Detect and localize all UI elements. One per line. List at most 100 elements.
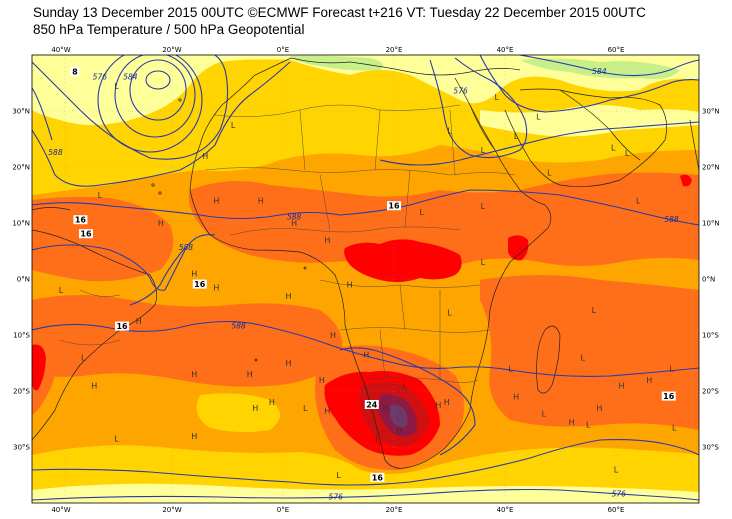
lat-label-right: 0°N xyxy=(702,276,715,284)
high-pressure-mark: H xyxy=(158,219,164,228)
coastlines xyxy=(32,57,699,469)
high-pressure-mark: H xyxy=(213,197,219,206)
high-pressure-mark: H xyxy=(619,381,625,390)
axis-labels: 40°W 40°W 20°W 20°W 0°E 0°E 20°E 20°E 40°E 40°E 60… xyxy=(12,46,719,514)
geopotential-label: 576 xyxy=(453,86,468,95)
low-pressure-mark: L xyxy=(547,169,552,178)
lat-label-right: 30°S xyxy=(702,444,719,452)
lon-label-top: 40°E xyxy=(497,46,514,54)
lon-label-bottom: 40°E xyxy=(497,506,514,514)
lon-label-top: 40°W xyxy=(51,46,70,54)
geopotential-label: 576 xyxy=(93,72,108,81)
low-pressure-mark: L xyxy=(375,435,380,444)
low-pressure-mark: L xyxy=(672,423,677,432)
geopotential-label: 576 xyxy=(329,492,344,501)
high-pressure-mark: H xyxy=(646,376,652,385)
temperature-label-bg xyxy=(70,66,80,76)
lon-label-bottom: 0°E xyxy=(277,506,289,514)
lon-label-top: 60°E xyxy=(608,46,625,54)
low-pressure-mark: L xyxy=(98,191,103,200)
high-pressure-mark: H xyxy=(269,398,275,407)
lat-label-right: 20°N xyxy=(702,164,720,172)
temperature-label: 16 xyxy=(194,280,206,289)
high-pressure-mark: H xyxy=(319,376,325,385)
low-pressure-mark: L xyxy=(25,241,30,250)
lat-label-left: 10°S xyxy=(13,332,30,340)
temperature-label: 24 xyxy=(366,401,378,410)
high-pressure-mark: H xyxy=(569,418,575,427)
high-pressure-mark: H xyxy=(435,401,441,410)
high-pressure-mark: H xyxy=(191,432,197,441)
geopotential-contours xyxy=(32,55,699,501)
lat-label-left: 20°S xyxy=(13,388,30,396)
low-pressure-mark: L xyxy=(59,286,64,295)
temperature-labels: 8 16 16 16 16 16 16 16 24 xyxy=(70,66,676,482)
high-pressure-mark: H xyxy=(596,404,602,413)
high-pressure-mark: H xyxy=(291,219,297,228)
lat-label-right: 20°S xyxy=(702,388,719,396)
temperature-band-24-sahel xyxy=(188,172,699,267)
high-pressure-mark: H xyxy=(191,269,197,278)
lon-label-top: 20°E xyxy=(386,46,403,54)
lat-label-left: 30°N xyxy=(12,108,30,116)
high-pressure-mark: H xyxy=(286,292,292,301)
low-pressure-mark: L xyxy=(81,353,86,362)
temperature-label-bg xyxy=(73,215,88,225)
low-pressure-mark: L xyxy=(611,143,616,152)
temperature-label: 16 xyxy=(116,322,128,331)
high-pressure-mark: H xyxy=(191,370,197,379)
pressure-centres: LLLLLLLLLLLLLLLLLLLLLLLLLLLLLLLLHHHHHHHH… xyxy=(25,82,677,480)
low-pressure-mark: L xyxy=(114,82,119,91)
lat-label-right: 30°N xyxy=(702,108,720,116)
low-pressure-mark: L xyxy=(542,409,547,418)
geopotential-label: 588 xyxy=(179,243,194,252)
low-pressure-mark: L xyxy=(336,471,341,480)
temperature-band-28-brazil xyxy=(32,344,46,391)
low-pressure-mark: L xyxy=(114,435,119,444)
high-pressure-mark: H xyxy=(286,359,292,368)
high-pressure-mark: H xyxy=(91,381,97,390)
temperature-band-12-south xyxy=(32,483,699,503)
low-pressure-mark: L xyxy=(514,132,519,141)
temperature-band-28-east-africa xyxy=(508,235,529,261)
temperature-label-bg xyxy=(78,229,93,239)
low-pressure-mark: L xyxy=(614,465,619,474)
temperature-band-28-central-africa xyxy=(344,239,462,283)
high-pressure-mark: H xyxy=(363,351,369,360)
high-pressure-mark: H xyxy=(444,398,450,407)
temperature-label-bg xyxy=(115,321,130,331)
map-subtitle: 850 hPa Temperature / 500 hPa Geopotenti… xyxy=(33,22,305,37)
low-pressure-mark: L xyxy=(447,127,452,136)
temperature-band-40 xyxy=(390,404,408,428)
high-pressure-mark: H xyxy=(252,404,258,413)
low-pressure-mark: L xyxy=(494,93,499,102)
geopotential-label: 576 xyxy=(612,490,627,499)
temperature-label: 16 xyxy=(372,473,384,482)
high-pressure-mark: H xyxy=(213,283,219,292)
lat-label-right: 10°N xyxy=(702,220,720,228)
temperature-label: 16 xyxy=(388,202,400,211)
low-pressure-mark: L xyxy=(580,353,585,362)
lon-label-top: 20°W xyxy=(162,46,181,54)
lat-label-left: 30°S xyxy=(13,444,30,452)
geopotential-label: 588 xyxy=(48,148,63,157)
low-pressure-mark: L xyxy=(231,121,236,130)
geopotential-labels: 576 584 588 576 584 588 588 588 588 576 576 xyxy=(48,67,679,502)
geopotential-label: 584 xyxy=(123,72,138,81)
temperature-label-bg xyxy=(192,279,207,289)
lon-label-bottom: 20°W xyxy=(162,506,181,514)
low-pressure-mark: L xyxy=(586,421,591,430)
lat-label-left: 0°N xyxy=(17,276,30,284)
geopotential-label: 588 xyxy=(231,322,246,331)
high-pressure-mark: H xyxy=(258,197,264,206)
lon-label-bottom: 60°E xyxy=(608,506,625,514)
high-pressure-mark: H xyxy=(383,404,389,413)
high-pressure-mark: H xyxy=(324,236,330,245)
low-pressure-mark: L xyxy=(625,149,630,158)
high-pressure-mark: H xyxy=(202,152,208,161)
temperature-label-bg xyxy=(387,201,401,211)
green-patch-ne xyxy=(520,58,680,79)
temperature-label-bg xyxy=(364,400,379,409)
temperature-band-12-east xyxy=(480,105,699,137)
